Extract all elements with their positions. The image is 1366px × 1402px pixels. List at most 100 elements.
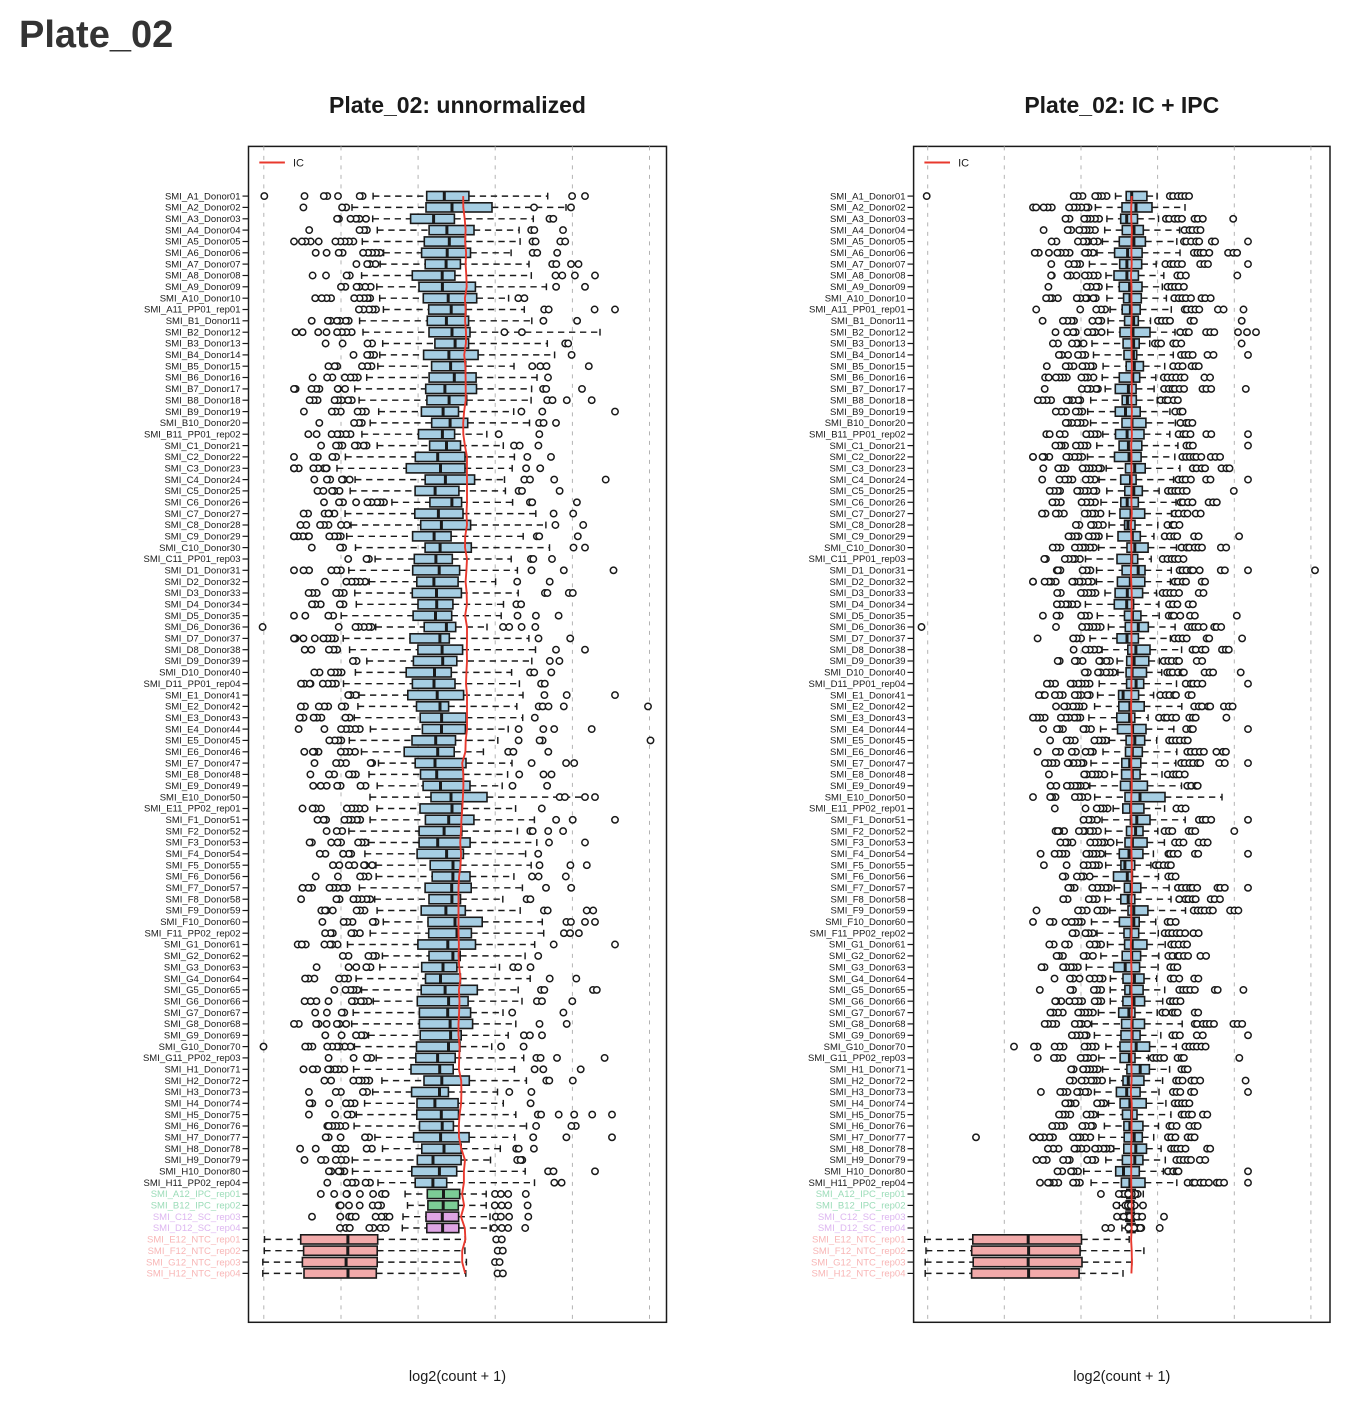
svg-text:SMI_B12_IPC_rep02: SMI_B12_IPC_rep02 [816, 1201, 906, 1212]
svg-text:IC: IC [958, 158, 969, 170]
svg-text:SMI_C10_Donor30: SMI_C10_Donor30 [824, 543, 905, 554]
svg-text:SMI_G7_Donor67: SMI_G7_Donor67 [829, 1008, 906, 1019]
svg-text:SMI_E3_Donor43: SMI_E3_Donor43 [830, 713, 906, 724]
svg-text:SMI_E8_Donor48: SMI_E8_Donor48 [830, 770, 906, 781]
svg-text:SMI_B11_PP01_rep02: SMI_B11_PP01_rep02 [144, 429, 240, 440]
svg-text:SMI_A9_Donor09: SMI_A9_Donor09 [830, 282, 906, 293]
svg-text:SMI_H10_Donor80: SMI_H10_Donor80 [824, 1167, 905, 1178]
svg-text:SMI_G2_Donor62: SMI_G2_Donor62 [829, 951, 906, 962]
svg-text:SMI_D2_Donor32: SMI_D2_Donor32 [164, 577, 240, 588]
svg-text:SMI_G4_Donor64: SMI_G4_Donor64 [829, 974, 906, 985]
svg-text:SMI_G9_Donor69: SMI_G9_Donor69 [164, 1031, 241, 1042]
svg-text:SMI_C1_Donor21: SMI_C1_Donor21 [164, 441, 240, 452]
svg-text:SMI_D2_Donor32: SMI_D2_Donor32 [829, 577, 905, 588]
svg-text:SMI_B9_Donor19: SMI_B9_Donor19 [165, 407, 241, 418]
svg-text:SMI_A8_Donor08: SMI_A8_Donor08 [165, 271, 241, 282]
svg-text:SMI_D5_Donor35: SMI_D5_Donor35 [829, 611, 905, 622]
svg-text:SMI_F9_Donor59: SMI_F9_Donor59 [166, 906, 241, 917]
svg-text:SMI_H4_Donor74: SMI_H4_Donor74 [829, 1099, 905, 1110]
svg-text:SMI_B6_Donor16: SMI_B6_Donor16 [830, 373, 906, 384]
svg-text:SMI_G5_Donor65: SMI_G5_Donor65 [164, 985, 241, 996]
svg-text:SMI_H1_Donor71: SMI_H1_Donor71 [829, 1065, 905, 1076]
svg-text:SMI_G6_Donor66: SMI_G6_Donor66 [829, 996, 906, 1007]
svg-text:SMI_E5_Donor45: SMI_E5_Donor45 [830, 736, 906, 747]
svg-text:SMI_F1_Donor51: SMI_F1_Donor51 [831, 815, 906, 826]
svg-text:SMI_G4_Donor64: SMI_G4_Donor64 [164, 974, 241, 985]
svg-text:SMI_C4_Donor24: SMI_C4_Donor24 [164, 475, 240, 486]
svg-text:SMI_D7_Donor37: SMI_D7_Donor37 [829, 634, 905, 645]
svg-text:SMI_G12_NTC_rep03: SMI_G12_NTC_rep03 [146, 1257, 241, 1268]
svg-text:SMI_A2_Donor02: SMI_A2_Donor02 [165, 203, 241, 214]
svg-text:SMI_E4_Donor44: SMI_E4_Donor44 [830, 724, 906, 735]
svg-text:SMI_B6_Donor16: SMI_B6_Donor16 [165, 373, 241, 384]
svg-text:SMI_D1_Donor31: SMI_D1_Donor31 [164, 566, 240, 577]
svg-text:SMI_B3_Donor13: SMI_B3_Donor13 [830, 339, 906, 350]
svg-text:SMI_H6_Donor76: SMI_H6_Donor76 [164, 1121, 240, 1132]
svg-text:SMI_B7_Donor17: SMI_B7_Donor17 [830, 384, 906, 395]
svg-text:SMI_D9_Donor39: SMI_D9_Donor39 [829, 656, 905, 667]
svg-text:SMI_A2_Donor02: SMI_A2_Donor02 [830, 203, 906, 214]
svg-text:SMI_H6_Donor76: SMI_H6_Donor76 [829, 1121, 905, 1132]
svg-text:SMI_A5_Donor05: SMI_A5_Donor05 [830, 237, 906, 248]
svg-text:SMI_H11_PP02_rep04: SMI_H11_PP02_rep04 [144, 1178, 241, 1189]
svg-text:SMI_F3_Donor53: SMI_F3_Donor53 [166, 838, 241, 849]
svg-text:SMI_B12_IPC_rep02: SMI_B12_IPC_rep02 [151, 1201, 241, 1212]
svg-text:SMI_B2_Donor12: SMI_B2_Donor12 [165, 327, 241, 338]
svg-text:SMI_H11_PP02_rep04: SMI_H11_PP02_rep04 [809, 1178, 906, 1189]
svg-text:SMI_C3_Donor23: SMI_C3_Donor23 [164, 464, 240, 475]
svg-text:SMI_C2_Donor22: SMI_C2_Donor22 [164, 452, 240, 463]
svg-text:SMI_D3_Donor33: SMI_D3_Donor33 [829, 588, 905, 599]
svg-text:SMI_B1_Donor11: SMI_B1_Donor11 [166, 316, 241, 327]
svg-text:SMI_E10_Donor50: SMI_E10_Donor50 [825, 792, 906, 803]
svg-text:SMI_F12_NTC_rep02: SMI_F12_NTC_rep02 [148, 1246, 241, 1257]
svg-text:SMI_D1_Donor31: SMI_D1_Donor31 [829, 566, 905, 577]
svg-text:SMI_B4_Donor14: SMI_B4_Donor14 [830, 350, 906, 361]
svg-text:SMI_F1_Donor51: SMI_F1_Donor51 [166, 815, 241, 826]
svg-text:SMI_G1_Donor61: SMI_G1_Donor61 [829, 940, 906, 951]
svg-text:SMI_H7_Donor77: SMI_H7_Donor77 [164, 1133, 240, 1144]
svg-text:SMI_H2_Donor72: SMI_H2_Donor72 [164, 1076, 240, 1087]
svg-text:SMI_A4_Donor04: SMI_A4_Donor04 [830, 225, 906, 236]
svg-text:SMI_G2_Donor62: SMI_G2_Donor62 [164, 951, 241, 962]
svg-text:SMI_A11_PP01_rep01: SMI_A11_PP01_rep01 [144, 305, 240, 316]
svg-text:SMI_D4_Donor34: SMI_D4_Donor34 [164, 600, 240, 611]
svg-text:SMI_A9_Donor09: SMI_A9_Donor09 [165, 282, 241, 293]
svg-text:SMI_A6_Donor06: SMI_A6_Donor06 [165, 248, 241, 259]
svg-text:SMI_G10_Donor70: SMI_G10_Donor70 [824, 1042, 906, 1053]
svg-text:Plate_02: IC + IPC: Plate_02: IC + IPC [1024, 92, 1219, 118]
svg-text:SMI_A10_Donor10: SMI_A10_Donor10 [825, 293, 906, 304]
svg-text:SMI_G8_Donor68: SMI_G8_Donor68 [164, 1019, 241, 1030]
svg-text:SMI_F4_Donor54: SMI_F4_Donor54 [166, 849, 241, 860]
svg-text:SMI_C9_Donor29: SMI_C9_Donor29 [829, 532, 905, 543]
svg-text:SMI_A1_Donor01: SMI_A1_Donor01 [830, 191, 906, 202]
svg-text:SMI_C10_Donor30: SMI_C10_Donor30 [159, 543, 240, 554]
svg-text:SMI_B8_Donor18: SMI_B8_Donor18 [165, 395, 241, 406]
svg-text:SMI_G3_Donor63: SMI_G3_Donor63 [829, 962, 906, 973]
svg-text:SMI_E12_NTC_rep01: SMI_E12_NTC_rep01 [147, 1235, 240, 1246]
svg-text:SMI_D3_Donor33: SMI_D3_Donor33 [164, 588, 240, 599]
svg-text:SMI_F8_Donor58: SMI_F8_Donor58 [166, 894, 241, 905]
svg-text:SMI_F5_Donor55: SMI_F5_Donor55 [166, 860, 241, 871]
svg-text:SMI_D12_SC_rep04: SMI_D12_SC_rep04 [153, 1223, 241, 1234]
svg-text:SMI_E1_Donor41: SMI_E1_Donor41 [165, 690, 241, 701]
svg-text:SMI_F3_Donor53: SMI_F3_Donor53 [831, 838, 906, 849]
svg-text:SMI_C8_Donor28: SMI_C8_Donor28 [164, 520, 240, 531]
svg-text:SMI_B5_Donor15: SMI_B5_Donor15 [165, 361, 241, 372]
svg-text:SMI_B9_Donor19: SMI_B9_Donor19 [830, 407, 906, 418]
svg-text:SMI_H8_Donor78: SMI_H8_Donor78 [829, 1144, 905, 1155]
svg-text:SMI_A12_IPC_rep01: SMI_A12_IPC_rep01 [151, 1189, 241, 1200]
svg-text:SMI_D5_Donor35: SMI_D5_Donor35 [164, 611, 240, 622]
svg-text:SMI_D8_Donor38: SMI_D8_Donor38 [829, 645, 905, 656]
svg-text:log2(count + 1): log2(count + 1) [409, 1369, 506, 1385]
svg-text:SMI_C8_Donor28: SMI_C8_Donor28 [829, 520, 905, 531]
svg-text:SMI_A11_PP01_rep01: SMI_A11_PP01_rep01 [809, 305, 905, 316]
svg-text:SMI_D10_Donor40: SMI_D10_Donor40 [159, 668, 240, 679]
svg-text:SMI_H5_Donor75: SMI_H5_Donor75 [829, 1110, 905, 1121]
svg-text:SMI_E9_Donor49: SMI_E9_Donor49 [830, 781, 906, 792]
svg-text:SMI_A10_Donor10: SMI_A10_Donor10 [160, 293, 241, 304]
svg-text:SMI_H3_Donor73: SMI_H3_Donor73 [829, 1087, 905, 1098]
svg-text:SMI_H12_NTC_rep04: SMI_H12_NTC_rep04 [812, 1269, 906, 1280]
svg-text:SMI_E4_Donor44: SMI_E4_Donor44 [165, 724, 241, 735]
svg-text:SMI_D4_Donor34: SMI_D4_Donor34 [829, 600, 905, 611]
svg-text:SMI_C7_Donor27: SMI_C7_Donor27 [829, 509, 905, 520]
